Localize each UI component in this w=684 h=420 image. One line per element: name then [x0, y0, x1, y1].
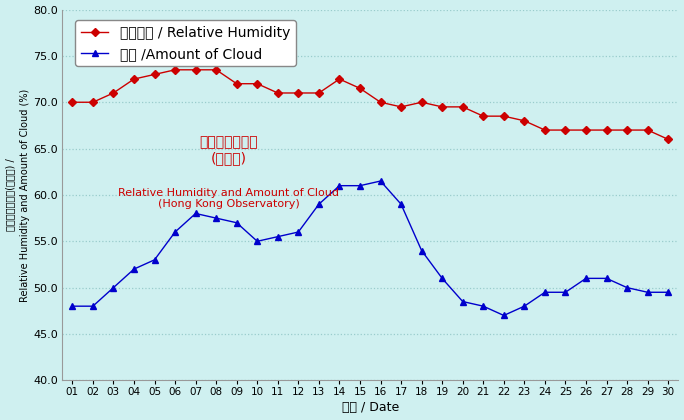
相對濕度 / Relative Humidity	[623, 128, 631, 133]
雲量 /Amount of Cloud	[315, 202, 323, 207]
Text: 相對濕度及雲量
(天文台): 相對濕度及雲量 (天文台)	[199, 135, 258, 165]
Y-axis label: 相對濕度及雲量(百分比) /
Relative Humidity and Amount of Cloud (%): 相對濕度及雲量(百分比) / Relative Humidity and Amo…	[5, 88, 30, 302]
雲量 /Amount of Cloud	[294, 229, 302, 234]
雲量 /Amount of Cloud	[171, 229, 179, 234]
雲量 /Amount of Cloud	[479, 304, 488, 309]
相對濕度 / Relative Humidity	[109, 90, 118, 95]
雲量 /Amount of Cloud	[664, 290, 672, 295]
相對濕度 / Relative Humidity	[192, 67, 200, 72]
雲量 /Amount of Cloud	[150, 257, 159, 262]
相對濕度 / Relative Humidity	[89, 100, 97, 105]
相對濕度 / Relative Humidity	[233, 81, 241, 86]
Legend: 相對濕度 / Relative Humidity, 雲量 /Amount of Cloud: 相對濕度 / Relative Humidity, 雲量 /Amount of …	[75, 20, 295, 66]
雲量 /Amount of Cloud	[458, 299, 466, 304]
X-axis label: 日期 / Date: 日期 / Date	[341, 402, 399, 415]
相對濕度 / Relative Humidity	[417, 100, 425, 105]
雲量 /Amount of Cloud	[644, 290, 652, 295]
相對濕度 / Relative Humidity	[356, 86, 364, 91]
相對濕度 / Relative Humidity	[294, 90, 302, 95]
雲量 /Amount of Cloud	[603, 276, 611, 281]
相對濕度 / Relative Humidity	[438, 104, 446, 109]
雲量 /Amount of Cloud	[562, 290, 570, 295]
相對濕度 / Relative Humidity	[376, 100, 384, 105]
相對濕度 / Relative Humidity	[562, 128, 570, 133]
雲量 /Amount of Cloud	[438, 276, 446, 281]
雲量 /Amount of Cloud	[623, 285, 631, 290]
相對濕度 / Relative Humidity	[521, 118, 529, 123]
雲量 /Amount of Cloud	[397, 202, 405, 207]
雲量 /Amount of Cloud	[212, 215, 220, 220]
相對濕度 / Relative Humidity	[315, 90, 323, 95]
雲量 /Amount of Cloud	[68, 304, 77, 309]
雲量 /Amount of Cloud	[335, 183, 343, 188]
相對濕度 / Relative Humidity	[171, 67, 179, 72]
相對濕度 / Relative Humidity	[644, 128, 652, 133]
相對濕度 / Relative Humidity	[130, 76, 138, 81]
相對濕度 / Relative Humidity	[500, 114, 508, 119]
相對濕度 / Relative Humidity	[253, 81, 261, 86]
相對濕度 / Relative Humidity	[582, 128, 590, 133]
Line: 雲量 /Amount of Cloud: 雲量 /Amount of Cloud	[69, 178, 672, 319]
雲量 /Amount of Cloud	[89, 304, 97, 309]
相對濕度 / Relative Humidity	[603, 128, 611, 133]
Line: 相對濕度 / Relative Humidity: 相對濕度 / Relative Humidity	[70, 67, 671, 142]
雲量 /Amount of Cloud	[376, 178, 384, 184]
相對濕度 / Relative Humidity	[68, 100, 77, 105]
相對濕度 / Relative Humidity	[541, 128, 549, 133]
Text: Relative Humidity and Amount of Cloud
(Hong Kong Observatory): Relative Humidity and Amount of Cloud (H…	[118, 188, 339, 210]
雲量 /Amount of Cloud	[233, 220, 241, 225]
雲量 /Amount of Cloud	[417, 248, 425, 253]
相對濕度 / Relative Humidity	[150, 72, 159, 77]
雲量 /Amount of Cloud	[500, 313, 508, 318]
相對濕度 / Relative Humidity	[479, 114, 488, 119]
相對濕度 / Relative Humidity	[335, 76, 343, 81]
雲量 /Amount of Cloud	[582, 276, 590, 281]
雲量 /Amount of Cloud	[356, 183, 364, 188]
雲量 /Amount of Cloud	[192, 211, 200, 216]
相對濕度 / Relative Humidity	[458, 104, 466, 109]
相對濕度 / Relative Humidity	[664, 137, 672, 142]
相對濕度 / Relative Humidity	[397, 104, 405, 109]
雲量 /Amount of Cloud	[130, 267, 138, 272]
雲量 /Amount of Cloud	[253, 239, 261, 244]
相對濕度 / Relative Humidity	[274, 90, 282, 95]
雲量 /Amount of Cloud	[274, 234, 282, 239]
雲量 /Amount of Cloud	[521, 304, 529, 309]
相對濕度 / Relative Humidity	[212, 67, 220, 72]
雲量 /Amount of Cloud	[541, 290, 549, 295]
雲量 /Amount of Cloud	[109, 285, 118, 290]
